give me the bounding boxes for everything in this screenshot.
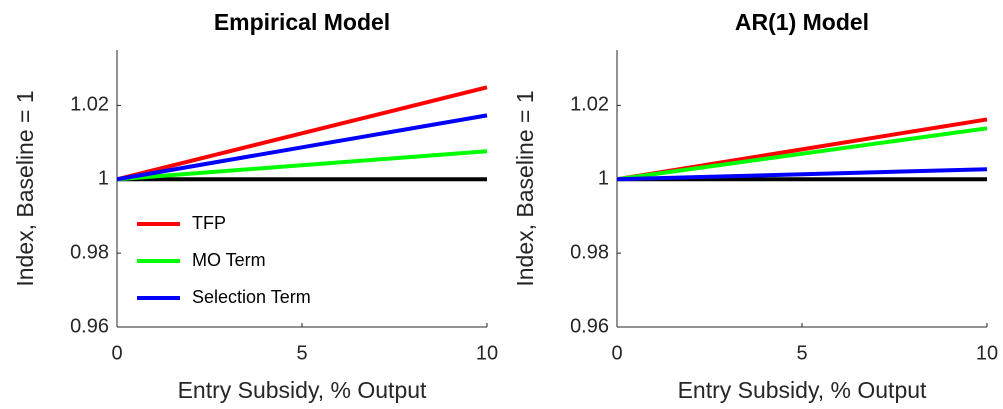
x-tick-label: 0 — [611, 342, 622, 364]
legend-label: TFP — [192, 213, 226, 233]
x-tick-label: 0 — [111, 342, 122, 364]
y-tick-label: 1.02 — [70, 94, 109, 116]
y-tick-label: 1.02 — [570, 94, 609, 116]
series-line — [116, 149, 488, 182]
legend-label: MO Term — [192, 250, 266, 270]
series-line — [116, 85, 488, 182]
y-tick-label: 0.98 — [570, 241, 609, 263]
y-tick-label: 0.96 — [570, 315, 609, 337]
legend-label: Selection Term — [192, 287, 311, 307]
x-tick-label: 5 — [796, 342, 807, 364]
chart-title: AR(1) Model — [735, 9, 869, 35]
series-line — [116, 113, 488, 182]
series-line — [616, 126, 988, 182]
y-tick-label: 1 — [98, 168, 109, 190]
y-axis-label: Index, Baseline = 1 — [512, 90, 538, 286]
x-tick-label: 10 — [976, 342, 998, 364]
chart-title: Empirical Model — [214, 9, 390, 35]
y-axis-label: Index, Baseline = 1 — [12, 90, 38, 286]
x-axis-label: Entry Subsidy, % Output — [178, 377, 427, 403]
series-line — [616, 167, 988, 182]
y-tick-label: 1 — [598, 168, 609, 190]
y-tick-label: 0.98 — [70, 241, 109, 263]
x-tick-label: 5 — [296, 342, 307, 364]
x-tick-label: 10 — [476, 342, 498, 364]
x-axis-label: Entry Subsidy, % Output — [678, 377, 927, 403]
y-tick-label: 0.96 — [70, 315, 109, 337]
